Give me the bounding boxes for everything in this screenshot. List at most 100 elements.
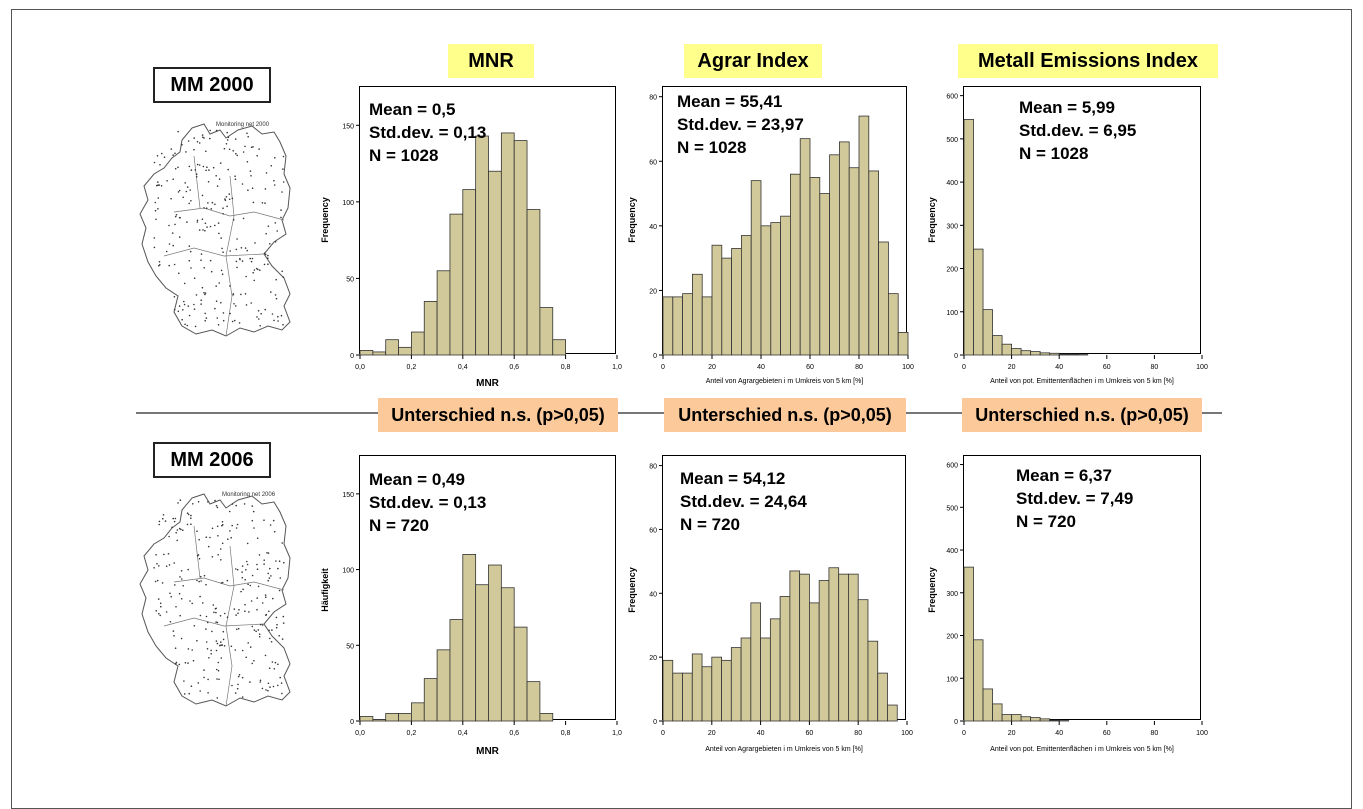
stat-std-dev: Std.dev. = 24,64 [680,490,807,513]
monitoring-site-dot [197,141,199,143]
monitoring-site-dot [272,313,274,315]
monitoring-site-dot [257,537,259,539]
monitoring-site-dot [220,559,222,561]
monitoring-site-dot [275,241,277,243]
monitoring-site-dot [222,524,224,526]
monitoring-site-dot [181,638,183,640]
histogram-bar [993,704,1003,721]
monitoring-site-dot [213,604,215,606]
monitoring-site-dot [187,524,189,526]
monitoring-site-dot [218,662,220,664]
histogram-bar [780,596,790,721]
monitoring-site-dot [250,175,252,177]
monitoring-site-dot [218,233,220,235]
monitoring-site-dot [245,293,247,295]
monitoring-site-dot [182,529,184,531]
monitoring-site-dot [172,178,174,180]
histogram-bar [411,703,424,721]
monitoring-site-dot [223,639,225,641]
monitoring-site-dot [227,169,229,171]
histogram-bar [411,332,424,355]
monitoring-site-dot [260,680,262,682]
monitoring-site-dot [177,502,179,504]
monitoring-site-dot [179,615,181,617]
x-tick-label: 0,4 [458,730,468,737]
monitoring-site-dot [195,326,197,328]
monitoring-site-dot [179,593,181,595]
monitoring-site-dot [221,644,223,646]
monitoring-site-dot [209,130,211,132]
monitoring-site-dot [179,217,181,219]
monitoring-site-dot [188,203,190,205]
monitoring-site-dot [254,242,256,244]
monitoring-site-dot [252,575,254,577]
monitoring-site-dot [214,225,216,227]
monitoring-site-dot [236,249,238,251]
monitoring-site-dot [199,690,201,692]
germany-outline-map [134,486,304,726]
monitoring-site-dot [194,308,196,310]
monitoring-site-dot [264,202,266,204]
monitoring-site-dot [174,521,176,523]
histogram-bar [373,719,386,721]
monitoring-site-dot [267,257,269,259]
monitoring-site-dot [264,309,266,311]
monitoring-site-dot [214,308,216,310]
monitoring-site-dot [176,214,178,216]
monitoring-site-dot [179,190,181,192]
monitoring-site-dot [201,253,203,255]
monitoring-site-dot [223,312,225,314]
monitoring-site-dot [190,200,192,202]
monitoring-site-dot [281,542,283,544]
monitoring-site-dot [269,667,271,669]
monitoring-site-dot [191,649,193,651]
histogram-bar [386,340,399,355]
monitoring-site-dot [247,161,249,163]
y-tick-label: 60 [649,527,657,534]
monitoring-site-dot [217,697,219,699]
monitoring-site-dot [262,202,264,204]
monitoring-site-dot [174,296,176,298]
histogram-bar [790,174,800,355]
monitoring-site-dot [237,684,239,686]
monitoring-site-dot [191,685,193,687]
histogram-bar [790,571,800,721]
monitoring-site-dot [281,693,283,695]
monitoring-site-dot [186,191,188,193]
x-tick-label: 20 [708,364,716,371]
histogram-bar [553,340,566,355]
monitoring-site-dot [278,635,280,637]
histogram-bar [869,171,879,355]
monitoring-site-dot [263,563,265,565]
stat-n: N = 720 [680,513,807,536]
monitoring-site-dot [217,317,219,319]
histogram-bar [1002,344,1012,355]
x-axis-label: Anteil von Agrargebieten i m Umkreis von… [652,746,916,753]
x-tick-label: 40 [757,364,765,371]
monitoring-site-dot [170,621,172,623]
monitoring-site-dot [160,603,162,605]
monitoring-site-dot [250,585,252,587]
histogram-bar [1012,715,1022,721]
monitoring-site-dot [163,514,165,516]
y-tick-label: 200 [946,267,958,274]
monitoring-site-dot [235,178,237,180]
stat-mean: Mean = 0,5 [369,98,486,121]
y-tick-label: 300 [946,591,958,598]
histogram-bar [1021,717,1031,721]
monitoring-site-dot [202,218,204,220]
y-axis-label: Frequency [627,550,639,630]
monitoring-site-dot [271,165,273,167]
monitoring-site-dot [215,175,217,177]
histogram-bar [964,567,974,721]
monitoring-site-dot [217,507,219,509]
monitoring-site-dot [237,524,239,526]
histogram-bar [858,600,868,721]
monitoring-site-dot [200,615,202,617]
x-tick-label: 0,0 [355,730,365,737]
monitoring-site-dot [220,641,222,643]
monitoring-site-dot [207,202,209,204]
monitoring-site-dot [253,660,255,662]
monitoring-site-dot [216,650,218,652]
